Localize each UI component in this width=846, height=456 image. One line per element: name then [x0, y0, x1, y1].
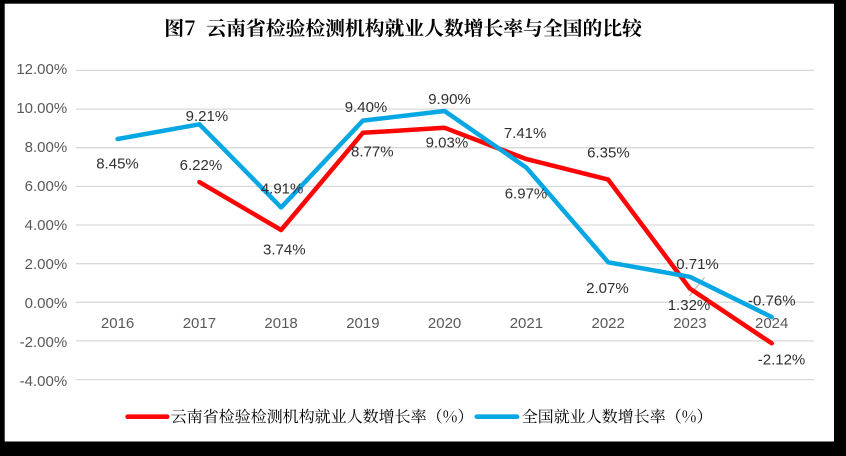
svg-text:4.91%: 4.91%	[261, 180, 304, 197]
svg-text:0.00%: 0.00%	[25, 295, 68, 312]
svg-text:2.00%: 2.00%	[25, 256, 68, 273]
svg-text:8.00%: 8.00%	[25, 139, 68, 156]
svg-text:7.41%: 7.41%	[504, 125, 547, 142]
svg-text:2021: 2021	[510, 315, 543, 332]
svg-text:2017: 2017	[183, 315, 216, 332]
svg-text:8.45%: 8.45%	[96, 155, 139, 172]
svg-text:8.77%: 8.77%	[351, 143, 394, 160]
svg-text:2020: 2020	[428, 315, 461, 332]
svg-text:-0.76%: -0.76%	[748, 293, 796, 310]
svg-text:2018: 2018	[264, 315, 297, 332]
svg-text:12.00%: 12.00%	[16, 61, 67, 78]
svg-text:10.00%: 10.00%	[16, 100, 67, 117]
svg-text:9.40%: 9.40%	[345, 99, 388, 116]
svg-text:0.71%: 0.71%	[676, 256, 719, 273]
svg-text:2024: 2024	[755, 315, 788, 332]
svg-text:2023: 2023	[673, 315, 706, 332]
svg-text:-2.12%: -2.12%	[758, 352, 806, 369]
svg-text:-2.00%: -2.00%	[20, 334, 68, 351]
svg-text:6.97%: 6.97%	[505, 185, 548, 202]
svg-text:6.00%: 6.00%	[25, 178, 68, 195]
svg-text:6.22%: 6.22%	[180, 157, 223, 174]
svg-text:9.21%: 9.21%	[186, 108, 229, 125]
svg-text:4.00%: 4.00%	[25, 217, 68, 234]
svg-text:-4.00%: -4.00%	[20, 373, 68, 390]
svg-text:3.74%: 3.74%	[263, 242, 306, 259]
svg-text:9.03%: 9.03%	[426, 135, 469, 152]
svg-text:6.35%: 6.35%	[587, 145, 630, 162]
svg-text:2016: 2016	[101, 315, 134, 332]
svg-text:1.32%: 1.32%	[668, 297, 711, 314]
svg-text:2022: 2022	[592, 315, 625, 332]
svg-text:2019: 2019	[346, 315, 379, 332]
svg-text:2.07%: 2.07%	[586, 280, 629, 297]
svg-text:9.90%: 9.90%	[428, 91, 471, 108]
